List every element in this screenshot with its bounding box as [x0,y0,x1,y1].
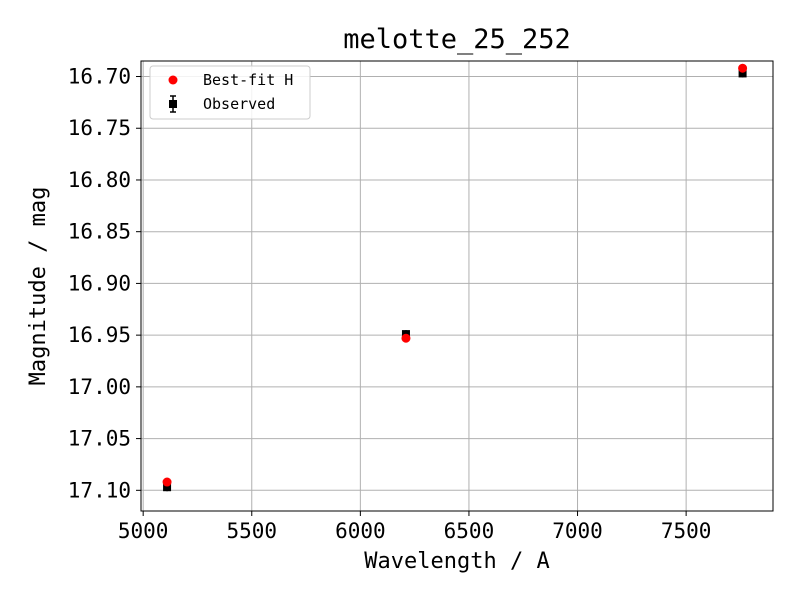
y-tick-label: 17.00 [68,375,131,399]
legend: Best-fit H Observed [149,65,311,120]
y-tick-label: 16.80 [68,168,131,192]
y-tick-label: 17.10 [68,478,131,502]
chart-title: melotte_25_252 [343,24,571,55]
axes-frame [140,60,774,512]
legend-marker-best-fit [168,75,178,85]
x-tick-label: 6000 [335,519,386,543]
y-tick-label: 16.85 [68,220,131,244]
x-axis-label: Wavelength / A [364,549,549,574]
legend-square [169,100,177,108]
legend-box [149,65,311,120]
legend-marker-observed [169,95,177,113]
x-tick-label: 6500 [444,519,495,543]
observed-point [163,483,172,492]
observed-point [738,69,747,78]
x-tick-label: 5000 [118,519,169,543]
best-fit-point [738,63,748,73]
x-tick-label: 7000 [552,519,603,543]
best-fit-point [162,477,172,487]
best-fit-point [401,333,411,343]
grid [141,61,773,511]
x-tick-label: 7500 [661,519,712,543]
data-points [162,63,748,492]
x-tick-label: 5500 [226,519,277,543]
y-tick-label: 17.05 [68,427,131,451]
y-axis-label: Magnitude / mag [26,187,51,386]
legend-label-observed: Observed [203,95,275,113]
y-tick-label: 16.70 [68,65,131,89]
y-tick-label: 16.90 [68,271,131,295]
y-tick-label: 16.75 [68,116,131,140]
legend-label-best-fit: Best-fit H [203,71,293,89]
ticks: 5000 5500 6000 6500 7000 7500 16.70 16.75 16.80 1… [68,65,712,543]
y-tick-label: 16.95 [68,323,131,347]
